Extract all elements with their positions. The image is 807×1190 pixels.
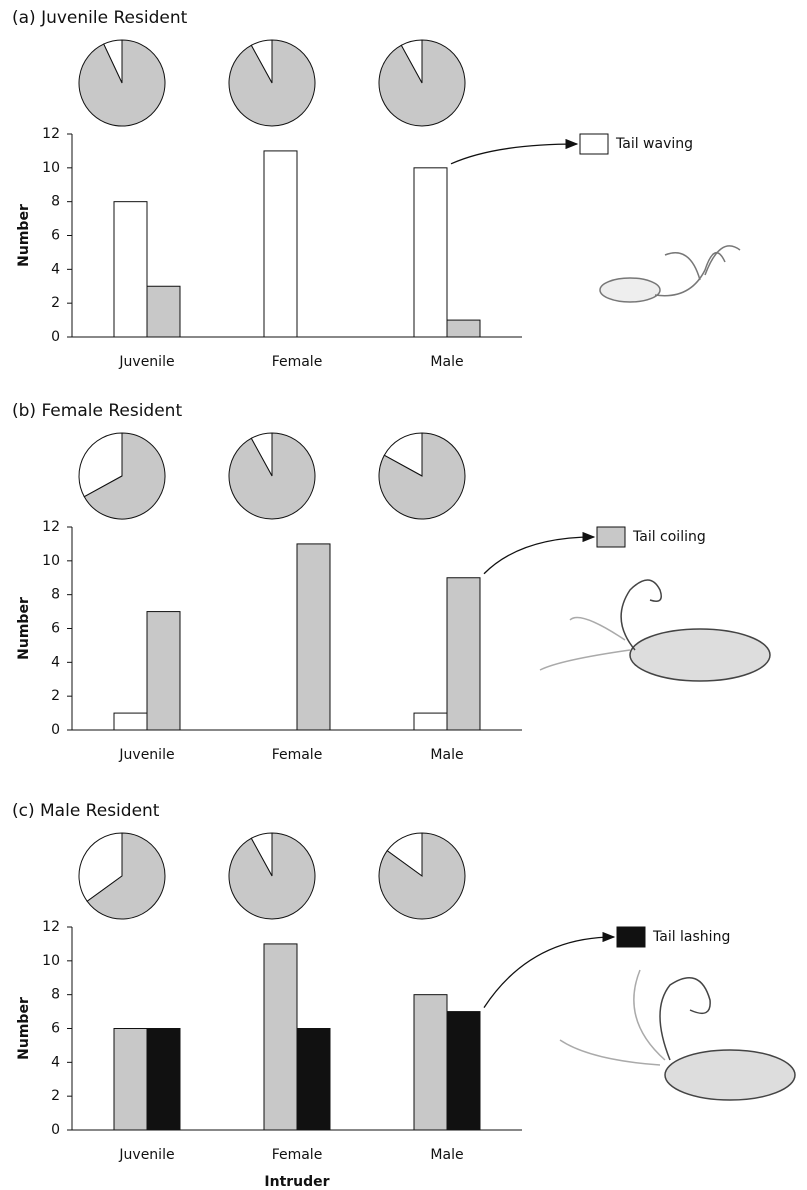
pie-slice xyxy=(378,432,466,520)
y-tick-label: 6 xyxy=(51,621,60,637)
bar xyxy=(113,201,148,338)
pie-slice xyxy=(378,39,466,127)
legend-swatch xyxy=(596,526,626,548)
panel-title: (c) Male Resident xyxy=(12,801,160,821)
arrow xyxy=(483,931,616,1008)
pie-slice xyxy=(78,39,166,127)
pie-slice xyxy=(378,832,466,920)
lizard-sketch xyxy=(539,579,771,682)
bar xyxy=(413,994,448,1131)
pie-slice xyxy=(228,39,316,127)
bar xyxy=(413,167,448,338)
panel-title: (b) Female Resident xyxy=(12,401,182,421)
y-tick-label: 10 xyxy=(42,553,60,569)
x-tick-label: Juvenile xyxy=(118,354,174,370)
y-tick-label: 4 xyxy=(51,261,60,277)
y-tick-label: 12 xyxy=(42,126,60,142)
arrow xyxy=(450,138,579,165)
y-tick-label: 6 xyxy=(51,228,60,244)
legend-swatch xyxy=(616,926,646,948)
y-tick-label: 6 xyxy=(51,1021,60,1037)
y-tick-label: 10 xyxy=(42,160,60,176)
legend-label: Tail lashing xyxy=(652,929,730,945)
y-tick-label: 12 xyxy=(42,519,60,535)
y-tick-label: 2 xyxy=(51,688,60,704)
y-tick-label: 0 xyxy=(51,329,60,345)
y-tick-label: 2 xyxy=(51,295,60,311)
y-tick-label: 0 xyxy=(51,722,60,738)
bar xyxy=(263,943,298,1131)
y-tick-label: 2 xyxy=(51,1088,60,1104)
y-axis-label: Number xyxy=(16,597,32,660)
pie-slice xyxy=(383,432,423,477)
y-tick-label: 8 xyxy=(51,194,60,210)
bar xyxy=(146,611,181,731)
x-tick-label: Juvenile xyxy=(118,1147,174,1163)
x-tick-label: Male xyxy=(430,747,463,763)
lizard-sketch xyxy=(599,245,741,303)
pie-slice xyxy=(78,832,123,902)
x-tick-label: Juvenile xyxy=(118,747,174,763)
legend-label: Tail coiling xyxy=(632,529,706,545)
pie-slice xyxy=(86,832,166,920)
bar xyxy=(263,150,298,338)
y-tick-label: 10 xyxy=(42,953,60,969)
y-tick-label: 0 xyxy=(51,1122,60,1138)
x-tick-label: Female xyxy=(272,354,323,370)
bar xyxy=(413,712,448,731)
x-tick-label: Female xyxy=(272,747,323,763)
bar xyxy=(296,1028,331,1131)
bar xyxy=(113,1028,148,1131)
pie-slice xyxy=(228,832,316,920)
y-tick-label: 4 xyxy=(51,654,60,670)
legend-label: Tail waving xyxy=(615,136,693,152)
pie-slice xyxy=(228,432,316,520)
bar xyxy=(446,1011,481,1131)
pie-slice xyxy=(78,432,123,498)
lizard-sketch xyxy=(559,969,796,1101)
bar xyxy=(146,1028,181,1131)
y-tick-label: 8 xyxy=(51,987,60,1003)
x-tick-label: Male xyxy=(430,1147,463,1163)
pie-slice xyxy=(83,432,166,520)
bar xyxy=(296,543,331,731)
bar xyxy=(446,319,481,338)
panel-title: (a) Juvenile Resident xyxy=(12,8,188,28)
bar xyxy=(146,285,181,338)
x-tick-label: Male xyxy=(430,354,463,370)
y-tick-label: 4 xyxy=(51,1054,60,1070)
legend-swatch xyxy=(579,133,609,155)
arrow xyxy=(483,531,596,575)
y-tick-label: 12 xyxy=(42,919,60,935)
y-tick-label: 8 xyxy=(51,587,60,603)
x-tick-label: Female xyxy=(272,1147,323,1163)
y-axis-label: Number xyxy=(16,204,32,267)
bar xyxy=(113,712,148,731)
y-axis-label: Number xyxy=(16,997,32,1060)
bar xyxy=(446,577,481,731)
x-axis-label: Intruder xyxy=(264,1174,329,1186)
